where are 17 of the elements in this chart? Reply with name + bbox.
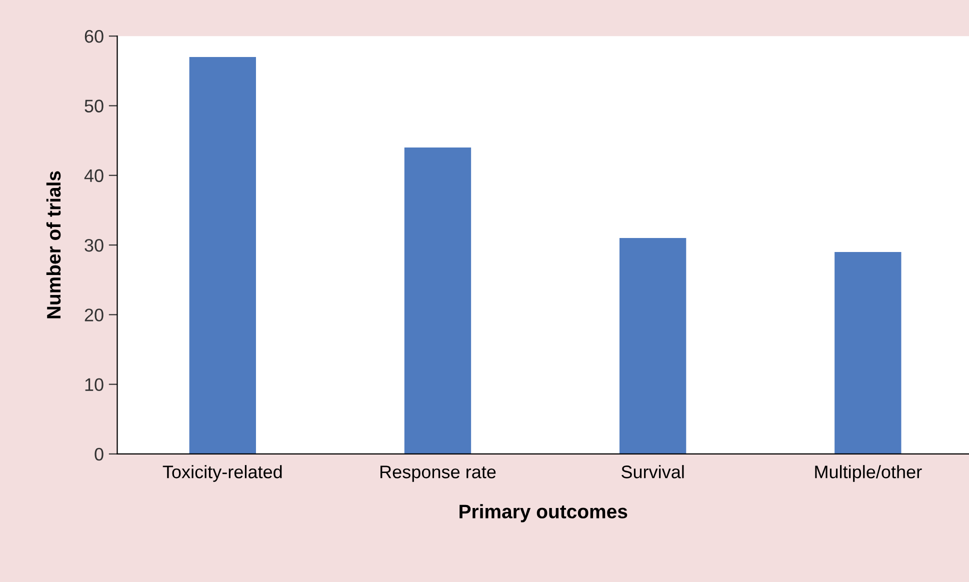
y-tick-label: 40 [84, 169, 104, 182]
x-tick-label: Multiple/other [815, 465, 922, 482]
y-tick-label: 10 [85, 378, 104, 392]
y-axis-title: Number of trials [46, 171, 61, 318]
x-tick-label: Toxicity-related [162, 465, 282, 482]
x-axis-title: Primary outcomes [460, 504, 628, 522]
x-tick-label: Response rate [380, 466, 496, 482]
y-tick-label: 0 [94, 448, 104, 461]
bar [834, 252, 902, 454]
y-tick-label: 60 [84, 30, 104, 43]
y-tick-label: 50 [84, 100, 104, 112]
bar [404, 148, 472, 454]
x-tick-label: Survival [622, 465, 684, 478]
y-tick-label: 30 [84, 238, 104, 252]
bar [619, 238, 686, 454]
y-tick-label: 20 [84, 308, 104, 322]
bar [189, 56, 256, 454]
